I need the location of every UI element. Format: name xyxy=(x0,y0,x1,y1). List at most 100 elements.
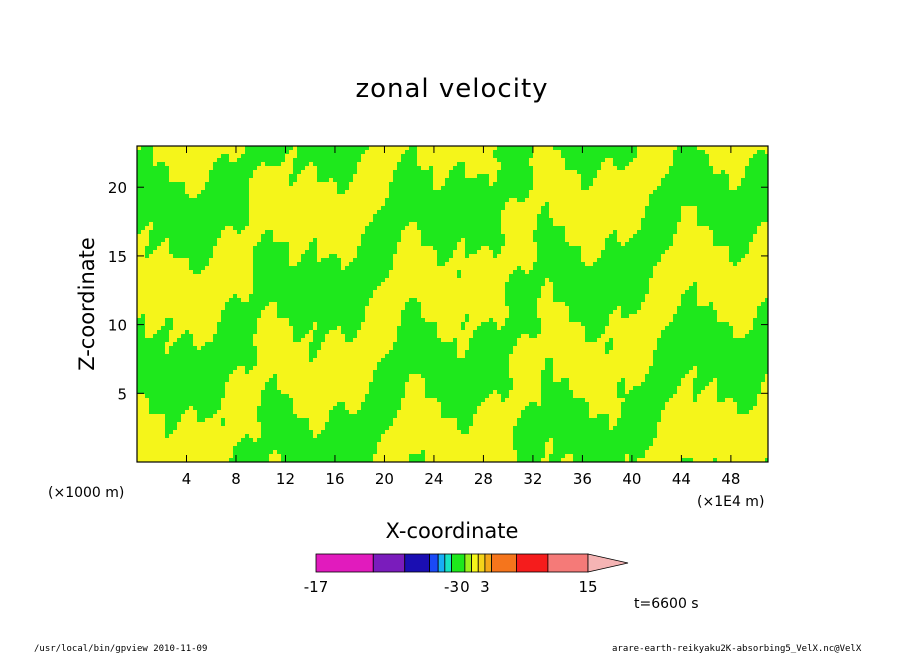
field-cell xyxy=(417,186,422,191)
field-cell xyxy=(749,190,754,195)
field-cell xyxy=(201,258,206,263)
field-cell xyxy=(325,154,330,159)
field-cell xyxy=(733,262,738,267)
field-cell xyxy=(389,250,394,255)
field-cell xyxy=(361,170,366,175)
field-cell xyxy=(525,198,530,203)
field-cell xyxy=(193,210,198,215)
field-cell xyxy=(213,162,218,167)
field-cell xyxy=(241,242,246,247)
field-cell xyxy=(653,254,658,259)
field-cell xyxy=(741,210,746,215)
field-cell xyxy=(181,266,186,271)
field-cell xyxy=(153,230,158,235)
field-cell xyxy=(337,262,342,267)
field-cell xyxy=(233,270,238,275)
field-cell xyxy=(273,262,278,267)
field-cell xyxy=(681,178,686,183)
field-cell xyxy=(441,250,446,255)
field-cell xyxy=(145,238,150,243)
field-cell xyxy=(321,190,326,195)
field-cell xyxy=(465,246,470,251)
field-cell xyxy=(249,202,254,207)
field-cell xyxy=(697,206,702,211)
field-cell xyxy=(717,174,722,179)
field-cell xyxy=(637,214,642,219)
field-cell xyxy=(529,242,534,247)
field-cell xyxy=(321,198,326,203)
field-cell xyxy=(173,250,178,255)
field-cell xyxy=(725,222,730,227)
field-cell xyxy=(145,214,150,219)
field-cell xyxy=(677,214,682,219)
field-cell xyxy=(593,206,598,211)
field-cell xyxy=(277,238,282,243)
field-cell xyxy=(461,238,466,243)
field-cell xyxy=(505,146,510,151)
field-cell xyxy=(505,158,510,163)
field-cell xyxy=(513,270,518,275)
field-cell xyxy=(481,158,486,163)
field-cell xyxy=(313,222,318,227)
field-cell xyxy=(177,266,182,271)
field-cell xyxy=(629,218,634,223)
field-cell xyxy=(173,158,178,163)
field-cell xyxy=(573,230,578,235)
field-cell xyxy=(173,150,178,155)
field-cell xyxy=(413,226,418,231)
field-cell xyxy=(265,226,270,231)
field-cell xyxy=(521,154,526,159)
field-cell xyxy=(149,214,154,219)
field-cell xyxy=(661,226,666,231)
field-cell xyxy=(157,190,162,195)
field-cell xyxy=(493,166,498,171)
field-cell xyxy=(225,182,230,187)
field-cell xyxy=(469,250,474,255)
field-cell xyxy=(749,226,754,231)
field-cell xyxy=(685,238,690,243)
field-cell xyxy=(181,262,186,267)
field-cell xyxy=(713,226,718,231)
field-cell xyxy=(669,206,674,211)
field-cell xyxy=(149,162,154,167)
field-cell xyxy=(409,230,414,235)
field-cell xyxy=(393,214,398,219)
field-cell xyxy=(445,238,450,243)
field-cell xyxy=(285,270,290,275)
field-cell xyxy=(561,162,566,167)
field-cell xyxy=(393,262,398,267)
field-cell xyxy=(557,234,562,239)
field-cell xyxy=(137,218,142,223)
field-cell xyxy=(141,154,146,159)
field-cell xyxy=(137,194,142,199)
field-cell xyxy=(445,154,450,159)
field-cell xyxy=(537,218,542,223)
field-cell xyxy=(149,218,154,223)
field-cell xyxy=(593,162,598,167)
field-cell xyxy=(557,182,562,187)
field-cell xyxy=(321,250,326,255)
field-cell xyxy=(609,258,614,263)
field-cell xyxy=(501,250,506,255)
field-cell xyxy=(365,258,370,263)
field-cell xyxy=(761,222,766,227)
field-cell xyxy=(249,186,254,191)
field-cell xyxy=(749,250,754,255)
field-cell xyxy=(481,250,486,255)
field-cell xyxy=(349,150,354,155)
field-cell xyxy=(653,198,658,203)
field-cell xyxy=(209,222,214,227)
field-cell xyxy=(169,150,174,155)
field-cell xyxy=(477,270,482,275)
field-cell xyxy=(357,234,362,239)
field-cell xyxy=(665,202,670,207)
field-cell xyxy=(173,198,178,203)
field-cell xyxy=(433,210,438,215)
field-cell xyxy=(373,242,378,247)
field-cell xyxy=(169,258,174,263)
field-cell xyxy=(309,250,314,255)
field-cell xyxy=(665,218,670,223)
field-cell xyxy=(229,206,234,211)
field-cell xyxy=(373,258,378,263)
field-cell xyxy=(465,234,470,239)
